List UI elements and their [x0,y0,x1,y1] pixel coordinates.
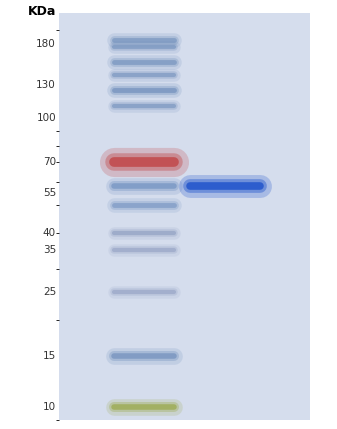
Text: 55: 55 [43,188,56,198]
Text: 70: 70 [43,157,56,167]
Text: 10: 10 [43,402,56,412]
Text: 180: 180 [36,39,56,49]
Text: 40: 40 [43,228,56,238]
Text: 130: 130 [36,80,56,90]
Text: 25: 25 [43,287,56,297]
Text: KDa: KDa [28,6,56,18]
Text: 35: 35 [43,245,56,255]
Text: 100: 100 [36,112,56,123]
Text: 15: 15 [43,351,56,361]
